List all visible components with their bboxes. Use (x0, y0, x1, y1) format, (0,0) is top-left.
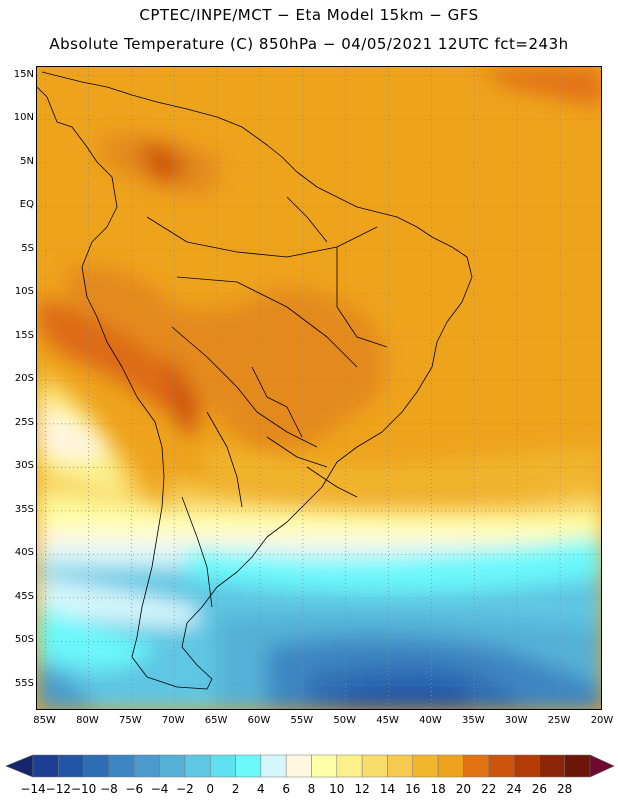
legend-label: 26 (531, 782, 547, 796)
legend-swatch (83, 754, 110, 778)
legend-label: 0 (206, 782, 215, 796)
legend-label: 12 (354, 782, 370, 796)
longitude-label: 75W (119, 715, 142, 726)
legend-swatch (260, 754, 287, 778)
map-canvas (37, 67, 601, 709)
legend-swatch (488, 754, 515, 778)
legend-label: 6 (282, 782, 290, 796)
latitude-label: 15N (13, 68, 34, 80)
longitude-label: 80W (76, 715, 99, 726)
longitude-label: 85W (33, 715, 56, 726)
legend-swatch (361, 754, 388, 778)
coastline (37, 71, 473, 690)
legend-label: 2 (231, 782, 240, 796)
latitude-label: 5S (21, 242, 34, 254)
longitude-label: 40W (419, 715, 442, 726)
latitude-label: 15S (14, 329, 34, 341)
legend-label: 24 (506, 782, 522, 796)
longitude-label: 30W (504, 715, 528, 726)
latitude-label: 30S (14, 460, 34, 472)
legend-swatch (285, 754, 312, 778)
latitude-label: 5N (20, 155, 34, 167)
latitude-label: 45S (14, 590, 34, 602)
latitude-label: 25S (14, 416, 34, 428)
legend-swatch (463, 754, 489, 778)
legend-label: 18 (430, 782, 446, 796)
legend-swatch (412, 754, 439, 778)
legend-swatch (184, 754, 211, 778)
longitude-label: 25W (547, 715, 571, 726)
legend-swatch (513, 754, 540, 778)
legend-swatch (209, 754, 236, 778)
legend-label: 28 (557, 782, 573, 796)
longitude-label: 50W (333, 715, 357, 726)
legend-low-arrow (5, 754, 34, 778)
legend-swatch (159, 754, 186, 778)
latitude-label: 55S (14, 677, 34, 689)
map-title-line1: CPTEC/INPE/MCT − Eta Model 15km − GFS (139, 6, 479, 24)
legend-swatch (134, 754, 160, 778)
legend-label: 16 (405, 782, 421, 796)
legend-label: −14 (20, 782, 46, 796)
latitude-label: EQ (19, 199, 34, 211)
longitude-label: 55W (290, 715, 314, 726)
temperature-field (37, 67, 601, 709)
longitude-label: 60W (247, 715, 271, 726)
legend-label: 4 (257, 782, 265, 796)
legend-label: 14 (379, 782, 396, 796)
legend-swatch (58, 754, 84, 778)
legend-label: 8 (307, 782, 316, 796)
latitude-label: 50S (14, 634, 34, 646)
legend-label: 10 (329, 782, 345, 796)
legend-swatch (32, 754, 59, 778)
legend-label: −2 (176, 782, 194, 796)
legend-label: 22 (481, 782, 497, 796)
longitude-label: 65W (204, 715, 228, 726)
temperature-map (36, 66, 602, 710)
legend-label: −10 (70, 782, 97, 796)
legend-swatch (235, 754, 262, 778)
latitude-label: 10N (13, 112, 34, 124)
legend-swatch (387, 754, 414, 778)
graticule (37, 67, 601, 709)
longitude-label: 45W (376, 715, 399, 726)
legend-label: −6 (125, 782, 144, 796)
latitude-label: 20S (14, 373, 34, 385)
legend-swatch (311, 754, 338, 778)
legend-high-arrow (589, 754, 615, 778)
latitude-label: 35S (14, 503, 34, 515)
longitude-label: 35W (462, 715, 485, 726)
latitude-label: 40S (14, 547, 34, 559)
legend-label: −12 (45, 782, 71, 796)
legend-label: −8 (100, 782, 118, 796)
legend-swatch (539, 754, 565, 778)
legend-swatch (108, 754, 135, 778)
legend-swatch (564, 754, 591, 778)
color-legend (5, 754, 615, 778)
latitude-label: 10S (14, 286, 34, 298)
longitude-label: 70W (161, 715, 185, 726)
legend-swatch (336, 754, 363, 778)
legend-swatch (437, 754, 464, 778)
longitude-label: 20W (590, 715, 614, 726)
legend-label: 20 (455, 782, 472, 796)
legend-label: −4 (150, 782, 169, 796)
map-title-line2: Absolute Temperature (C) 850hPa − 04/05/… (49, 35, 569, 53)
